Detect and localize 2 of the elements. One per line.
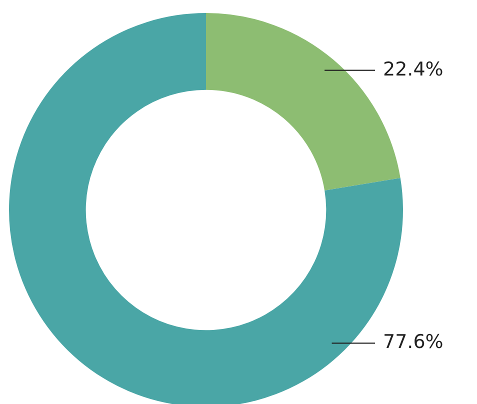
data-label: 22.4%	[383, 58, 444, 80]
data-label: 77.6%	[383, 331, 444, 354]
